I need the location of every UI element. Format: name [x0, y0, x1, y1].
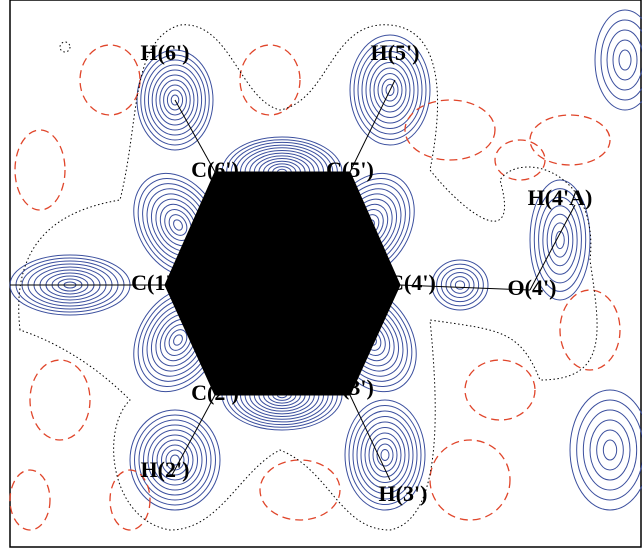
atom-label: C(4') — [388, 270, 436, 295]
atom-label: C(1') — [131, 270, 179, 295]
atom-label: H(3') — [379, 481, 428, 506]
atom-label: H(5') — [371, 40, 420, 65]
ring-bonds — [165, 172, 400, 395]
atom-label: H(6') — [141, 40, 190, 65]
atom-label: C(5') — [326, 157, 374, 182]
atom-label: O(4') — [508, 275, 557, 300]
atom-label: H(2') — [141, 457, 190, 482]
density-map: H(6') H(5') C(6') C(5') H(4'A) C(1') C(4') O(4'… — [0, 0, 642, 548]
atom-label: C(3') — [326, 375, 374, 400]
atom-label: C(2') — [191, 380, 239, 405]
atom-label: H(4'A) — [528, 185, 593, 210]
atom-label: C(6') — [191, 157, 239, 182]
